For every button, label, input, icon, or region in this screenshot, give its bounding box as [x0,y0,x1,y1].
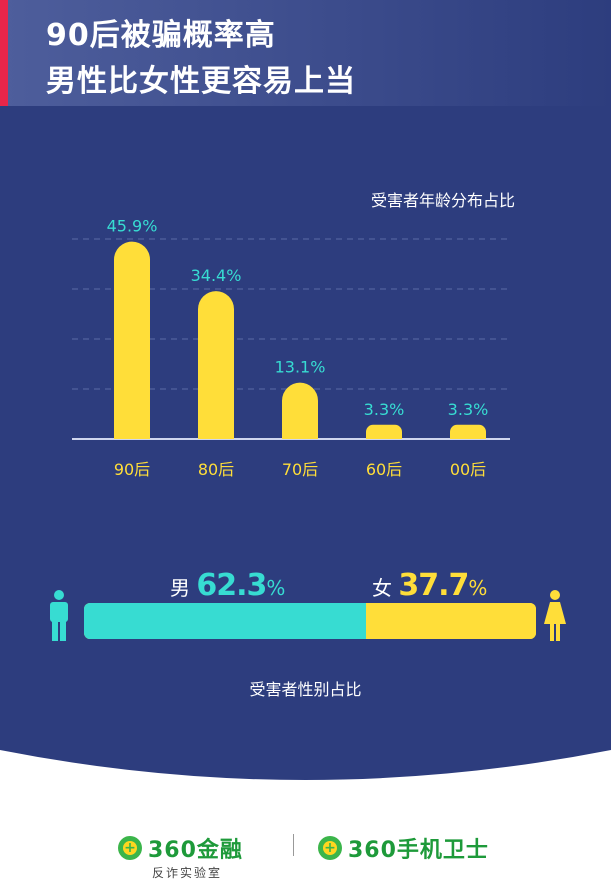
gender-caption: 受害者性别占比 [249,680,362,699]
male-label: 男 62.3% [170,568,285,603]
female-person-icon [544,590,566,641]
data-label-60后: 3.3% [364,400,405,419]
footer-wave [0,750,611,892]
male-segment [84,603,366,639]
data-label-80后: 34.4% [191,266,242,285]
brand-360-finance: + 360金融 [118,832,243,864]
female-label: 女 37.7% [372,568,487,603]
header-accent-bar [0,0,8,106]
x-tick-label-70后: 70后 [282,460,318,479]
x-tick-label-90后: 90后 [114,460,150,479]
360-logo-icon: + [118,836,142,860]
brand-360-mobile-guard: + 360手机卫士 [318,832,489,864]
bar-70后 [282,382,318,439]
brand2-name: 360手机卫士 [348,838,489,863]
male-person-icon [50,590,68,641]
age-bar-chart: 45.9% 90后 34.4% 80后 13.1% 70后 3.3% 60后 3.3% 00后 [72,217,510,479]
gender-section: 男 62.3% 女 37.7% [0,560,611,660]
male-percent-unit: % [266,576,286,600]
female-percent-unit: % [468,576,488,600]
footer: + 360金融 反诈实验室 + 360手机卫士 [0,750,611,892]
bar-80后 [198,291,234,439]
data-label-70后: 13.1% [275,358,326,377]
brand-separator [293,834,294,856]
gender-ratio-bar [84,603,536,639]
bar-60后 [366,424,402,439]
female-percent: 37.7 [398,568,469,603]
headline-line-2: 男性比女性更容易上当 [46,64,356,99]
data-label-00后: 3.3% [448,400,489,419]
x-tick-label-00后: 00后 [450,460,486,479]
brand1-subtitle: 反诈实验室 [152,866,223,880]
x-tick-label-80后: 80后 [198,460,234,479]
headline-line-1: 90后被骗概率高 [46,18,276,53]
header-banner: 90后被骗概率高 男性比女性更容易上当 [0,0,611,106]
360-logo-icon: + [318,836,342,860]
chart-title: 受害者年龄分布占比 [370,191,515,210]
female-segment [365,603,536,639]
male-label-text: 男 [170,576,190,600]
brand1-name: 360金融 [148,838,243,863]
data-label-90后: 45.9% [107,217,158,236]
bar-00后 [450,424,486,439]
female-label-text: 女 [372,576,392,600]
x-tick-label-60后: 60后 [366,460,402,479]
male-percent: 62.3 [196,568,267,603]
bar-90后 [114,241,150,439]
